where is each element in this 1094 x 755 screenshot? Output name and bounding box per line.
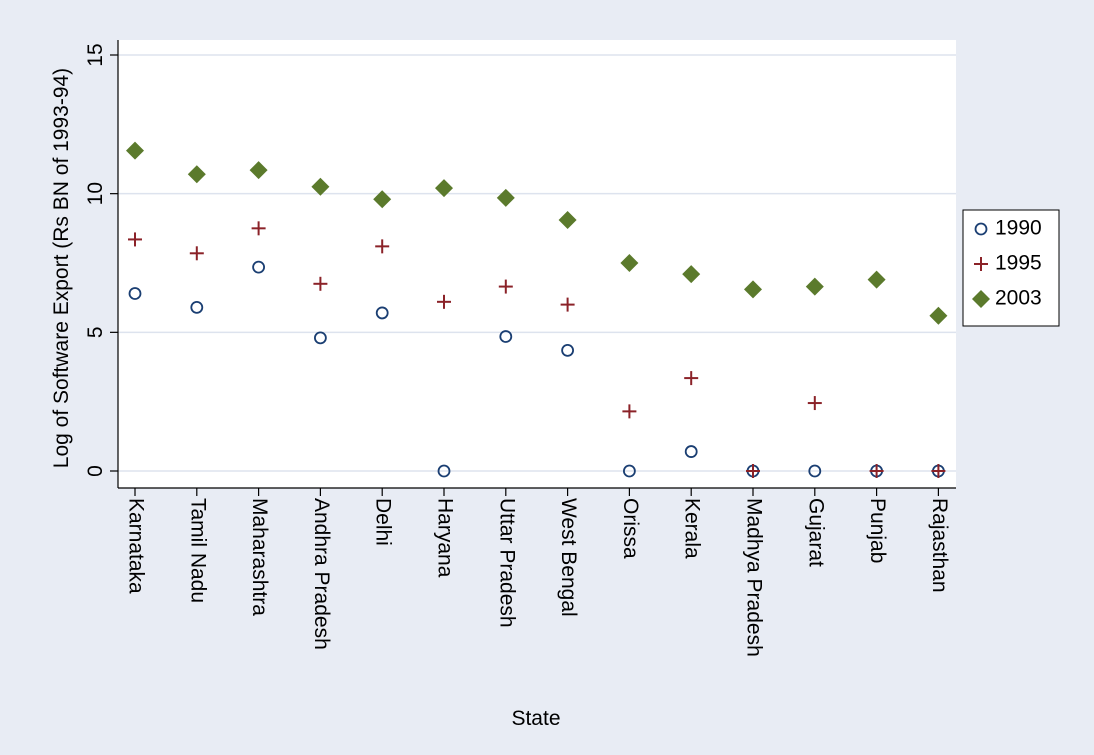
x-tick-label: Tamil Nadu	[186, 498, 209, 603]
x-tick-label: Haryana	[433, 498, 456, 578]
point-1995	[251, 221, 266, 236]
legend: 1990 1995 2003	[962, 209, 1060, 327]
x-tick-label: Karnataka	[124, 498, 147, 594]
x-axis-title: State	[511, 707, 560, 730]
point-2003	[929, 306, 948, 325]
point-2003	[311, 177, 330, 196]
x-tick-label: Maharashtra	[248, 498, 271, 616]
point-2003	[682, 265, 701, 284]
legend-marker-1995	[974, 257, 988, 271]
legend-label: 1990	[995, 217, 1042, 240]
y-tick-label: 5	[84, 326, 107, 338]
x-tick-label: Gujarat	[804, 498, 827, 567]
point-1995	[375, 239, 390, 254]
point-1995	[746, 464, 760, 478]
point-1990	[499, 330, 513, 343]
legend-box	[962, 209, 1060, 327]
point-1995	[313, 276, 328, 291]
x-tick-label: Delhi	[372, 498, 395, 546]
point-1990	[561, 343, 574, 357]
point-2003	[373, 190, 392, 209]
x-axis: Karnataka Tamil Nadu Maharashtra Andhra Pra…	[118, 487, 956, 657]
legend-label: 2003	[995, 287, 1042, 310]
point-2003	[805, 277, 824, 296]
point-1995	[807, 396, 822, 411]
point-2003	[496, 188, 515, 207]
x-tick-label: Punjab	[866, 498, 889, 563]
point-1990	[128, 287, 142, 300]
x-tick-label: Rajasthan	[928, 498, 951, 593]
x-tick-label: Orissa	[619, 498, 642, 559]
point-2003	[558, 211, 577, 230]
data-points	[126, 141, 948, 478]
point-1995	[684, 371, 699, 386]
point-2003	[126, 141, 144, 160]
legend-marker-2003	[972, 290, 990, 308]
point-2003	[435, 179, 453, 198]
point-1990	[437, 464, 451, 478]
x-tick-label: Madhya Pradesh	[742, 498, 765, 657]
point-2003	[187, 165, 206, 184]
legend-label: 1995	[995, 252, 1042, 275]
point-1990	[375, 306, 389, 320]
point-1995	[189, 246, 204, 261]
point-2003	[867, 270, 886, 289]
point-1995	[498, 279, 513, 294]
x-tick-label: Kerala	[681, 498, 704, 559]
point-1990	[808, 464, 822, 478]
y-axis-title: Log of Software Export (Rs BN of 1993-94…	[50, 68, 73, 468]
point-1995	[622, 404, 637, 419]
point-1990	[190, 300, 204, 314]
x-tick-label: Uttar Pradesh	[495, 498, 518, 628]
point-1990	[313, 331, 327, 345]
point-1995	[560, 297, 575, 312]
point-1995	[437, 294, 451, 309]
y-axis: 0 5 10 15	[84, 40, 119, 488]
point-2003	[249, 161, 268, 180]
point-1990	[623, 464, 636, 478]
point-2003	[620, 254, 639, 272]
point-1995	[869, 464, 884, 478]
x-tick-label: Andhra Pradesh	[310, 498, 333, 650]
point-1995	[931, 464, 946, 478]
gridlines	[118, 54, 956, 472]
y-tick-label: 10	[84, 182, 107, 205]
y-tick-label: 15	[84, 43, 107, 66]
point-2003	[744, 280, 762, 299]
point-1990	[252, 260, 266, 274]
plot-area	[118, 40, 956, 488]
point-1995	[128, 232, 142, 247]
x-tick-label: West Bengal	[557, 498, 580, 617]
legend-marker-1990	[974, 222, 988, 236]
y-tick-label: 0	[84, 465, 107, 477]
point-1990	[684, 445, 698, 458]
